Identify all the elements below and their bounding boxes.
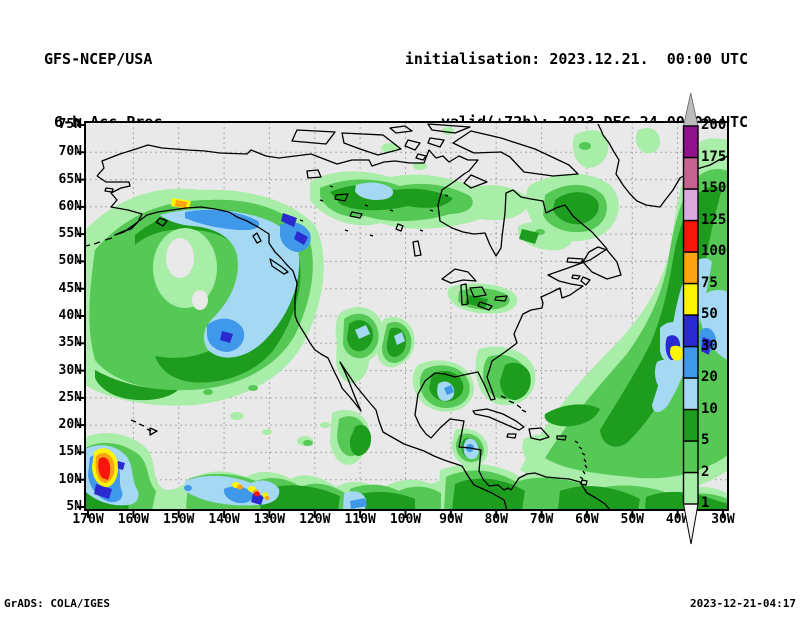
- init-time: initialisation: 2023.12.21. 00:00 UTC: [404, 50, 748, 68]
- lat-tick-label: 30N: [58, 362, 82, 378]
- mainland-east-coast: [96, 144, 611, 509]
- axis-ticks: [77, 124, 724, 518]
- lat-tick-label: 40N: [58, 307, 82, 323]
- lon-tick-label: 160W: [117, 512, 149, 527]
- lat-tick-label: 65N: [58, 171, 82, 187]
- lon-tick-label: 40W: [665, 512, 690, 527]
- lon-tick-label: 80W: [484, 512, 508, 527]
- lon-tick-label: 110W: [344, 512, 376, 527]
- lon-tick-label: 90W: [439, 512, 463, 527]
- lat-tick-label: 75N: [58, 116, 82, 132]
- lon-tick-label: 170W: [72, 512, 104, 527]
- mainland-west-coast: [96, 175, 508, 509]
- colorbar-overflow-arrow: [683, 92, 699, 127]
- lon-tick-label: 120W: [299, 512, 331, 527]
- lat-tick-label: 5N: [66, 499, 82, 514]
- model-name: GFS-NCEP/USA: [44, 50, 153, 68]
- lon-tick-label: 150W: [163, 512, 195, 527]
- lat-tick-label: 25N: [58, 389, 82, 405]
- lat-tick-label: 60N: [58, 198, 82, 214]
- lon-tick-label: 60W: [575, 512, 599, 527]
- lat-tick-label: 45N: [58, 280, 82, 296]
- atlantic-islands: [566, 246, 622, 286]
- lon-tick-label: 140W: [208, 512, 240, 527]
- lat-tick-label: 10N: [58, 471, 82, 487]
- colorbar-underflow-arrow: [682, 503, 699, 545]
- lon-tick-label: 70W: [529, 512, 554, 527]
- lon-tick-label: 100W: [389, 512, 422, 527]
- caribbean-islands: [472, 395, 588, 486]
- lon-tick-label: 30W: [711, 512, 735, 527]
- lat-tick-label: 55N: [58, 226, 82, 242]
- plot-timestamp: 2023-12-21-04:17: [690, 597, 796, 610]
- pacific-islands: [86, 187, 289, 436]
- lat-tick-label: 70N: [58, 144, 82, 160]
- lon-tick-label: 130W: [253, 512, 286, 527]
- arctic-islands: [291, 123, 579, 189]
- lat-tick-label: 50N: [58, 253, 82, 269]
- coastlines: [86, 123, 727, 509]
- colorbar: [682, 92, 699, 545]
- lat-tick-label: 15N: [58, 444, 82, 460]
- lat-tick-label: 20N: [58, 417, 82, 433]
- lat-tick-label: 35N: [58, 335, 82, 351]
- grads-credit: GrADS: COLA/IGES: [4, 597, 110, 610]
- lon-tick-label: 50W: [620, 512, 645, 527]
- lakes: [299, 169, 508, 311]
